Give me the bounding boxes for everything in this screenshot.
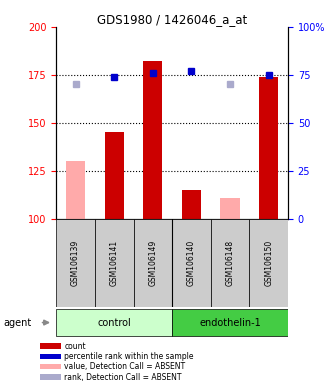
Text: GSM106140: GSM106140 <box>187 240 196 286</box>
Text: rank, Detection Call = ABSENT: rank, Detection Call = ABSENT <box>64 372 182 382</box>
Bar <box>211 219 249 307</box>
Text: GSM106139: GSM106139 <box>71 240 80 286</box>
Bar <box>172 309 288 336</box>
Bar <box>56 309 172 336</box>
Text: GDS1980 / 1426046_a_at: GDS1980 / 1426046_a_at <box>97 13 247 26</box>
Bar <box>40 374 61 380</box>
Bar <box>220 198 240 219</box>
Bar <box>66 161 85 219</box>
Bar <box>143 61 163 219</box>
Text: GSM106149: GSM106149 <box>148 240 157 286</box>
Text: value, Detection Call = ABSENT: value, Detection Call = ABSENT <box>64 362 185 371</box>
Text: percentile rank within the sample: percentile rank within the sample <box>64 352 194 361</box>
Text: count: count <box>64 342 86 351</box>
Bar <box>40 364 61 369</box>
Bar <box>40 354 61 359</box>
Bar <box>172 219 211 307</box>
Text: agent: agent <box>3 318 31 328</box>
Bar <box>259 77 278 219</box>
Bar <box>249 219 288 307</box>
Bar <box>40 343 61 349</box>
Bar <box>182 190 201 219</box>
Bar <box>105 132 124 219</box>
Bar <box>133 219 172 307</box>
Text: GSM106141: GSM106141 <box>110 240 119 286</box>
Text: GSM106150: GSM106150 <box>264 240 273 286</box>
Text: endothelin-1: endothelin-1 <box>199 318 261 328</box>
Bar <box>56 219 95 307</box>
Bar <box>95 219 133 307</box>
Text: GSM106148: GSM106148 <box>225 240 235 286</box>
Text: control: control <box>97 318 131 328</box>
